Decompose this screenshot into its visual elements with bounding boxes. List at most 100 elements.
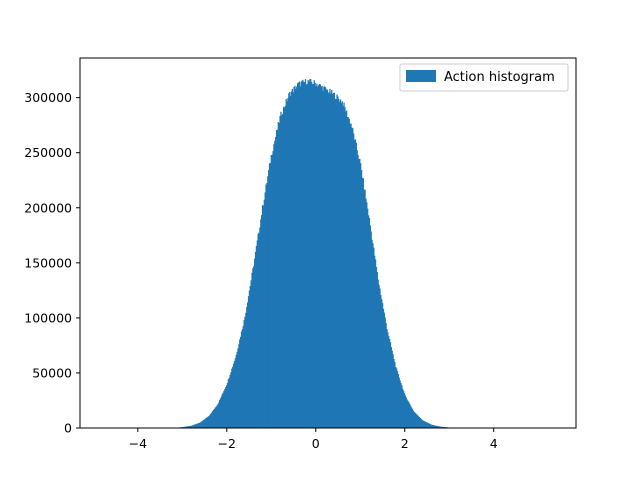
histogram-bar	[403, 393, 406, 428]
histogram-bar	[291, 88, 293, 428]
histogram-bar	[330, 93, 332, 428]
histogram-bar	[271, 154, 273, 428]
histogram-bar	[394, 362, 396, 428]
histogram-bar	[411, 408, 414, 428]
histogram-bar	[396, 371, 399, 428]
histogram-bar	[385, 323, 387, 428]
histogram-bar	[306, 83, 308, 429]
histogram-bar	[229, 374, 231, 428]
histogram-bar	[381, 299, 383, 428]
histogram-bar	[259, 227, 261, 428]
histogram-bar	[393, 358, 395, 428]
histogram-bar	[362, 178, 364, 428]
histogram-bar	[365, 198, 367, 428]
histogram-bar	[360, 163, 362, 428]
histogram-bar	[303, 82, 306, 428]
y-tick-label: 200000	[24, 200, 72, 215]
histogram-bar	[303, 81, 305, 428]
histogram-bar	[244, 316, 246, 428]
histogram-bar	[407, 400, 409, 428]
histogram-bar	[371, 239, 373, 428]
histogram-bar	[216, 405, 218, 428]
histogram-bar	[246, 306, 248, 428]
histogram-bar	[426, 422, 428, 428]
histogram-bar	[314, 82, 316, 428]
histogram-bar	[261, 215, 263, 428]
histogram-bar	[212, 409, 215, 428]
histogram-bar	[367, 208, 369, 428]
histogram-bar	[268, 163, 271, 428]
histogram-bar	[293, 86, 295, 428]
histogram-bar	[196, 423, 198, 428]
histogram-bar	[289, 96, 292, 428]
histogram-bar	[195, 424, 197, 428]
histogram-bar	[439, 426, 442, 428]
histogram-bar	[264, 192, 266, 428]
histogram-bar	[288, 93, 290, 428]
histogram-bar	[193, 424, 195, 428]
histogram-bar	[235, 354, 237, 428]
histogram-bar	[436, 425, 438, 428]
histogram-bar	[273, 144, 275, 428]
histogram-bar	[423, 420, 425, 428]
histogram-bar	[337, 96, 339, 429]
histogram-bar	[420, 418, 422, 428]
histogram-bar	[388, 336, 390, 428]
histogram-bar	[360, 169, 363, 429]
histogram-bar	[389, 342, 392, 428]
histogram-bar	[345, 111, 347, 428]
histogram-bar	[190, 425, 192, 428]
histogram-bar	[319, 84, 322, 429]
histogram-bar	[281, 115, 283, 429]
histogram-bars	[173, 79, 463, 429]
histogram-bar	[287, 98, 289, 428]
plot-frame	[79, 57, 577, 429]
histogram-bar	[211, 411, 214, 428]
histogram-bar	[401, 385, 403, 428]
histogram-bar	[424, 421, 427, 428]
histogram-bar	[241, 329, 244, 428]
histogram-bar	[205, 417, 208, 428]
histogram-bar	[419, 417, 421, 428]
histogram-bar	[421, 419, 423, 428]
histogram-bar	[441, 426, 443, 428]
histogram-bar	[336, 94, 338, 429]
histogram-bar	[296, 83, 299, 428]
histogram-bar	[316, 83, 318, 428]
histogram-bar	[231, 368, 233, 428]
histogram-bar	[230, 372, 232, 428]
histogram-bar	[247, 296, 250, 428]
x-tick-label: −2	[218, 436, 236, 451]
histogram-bar	[320, 86, 322, 428]
histogram-bar	[220, 396, 223, 428]
legend-swatch	[406, 70, 436, 82]
histogram-bar	[183, 426, 186, 428]
histogram-bar	[204, 419, 206, 428]
histogram-bar	[199, 422, 201, 428]
histogram-bar	[183, 426, 185, 428]
histogram-bar	[317, 86, 319, 428]
histogram-bar	[251, 272, 253, 428]
histogram-bar	[222, 392, 224, 428]
histogram-bar	[390, 347, 392, 428]
histogram-bar	[398, 377, 400, 428]
histogram-bar	[250, 280, 252, 428]
histogram-bar	[361, 177, 364, 428]
histogram-bar	[322, 90, 324, 428]
legend-label: Action histogram	[444, 70, 555, 85]
histogram-bar	[351, 127, 353, 428]
y-tick-label: 0	[64, 421, 72, 436]
histogram-bar	[327, 93, 329, 429]
histogram-bar	[378, 284, 380, 428]
histogram-bar	[192, 425, 194, 428]
histogram-bar	[252, 268, 254, 428]
histogram-bar	[214, 407, 216, 428]
histogram-bar	[278, 123, 280, 428]
histogram-bar	[280, 111, 282, 428]
histogram-bar	[354, 139, 357, 428]
histogram-bar	[352, 128, 354, 428]
histogram-bar	[295, 89, 297, 428]
histogram-bar	[347, 117, 350, 429]
y-axis: 0 50000 100000 150000 200000 250000 300000	[24, 90, 80, 436]
histogram-bar	[437, 426, 439, 428]
